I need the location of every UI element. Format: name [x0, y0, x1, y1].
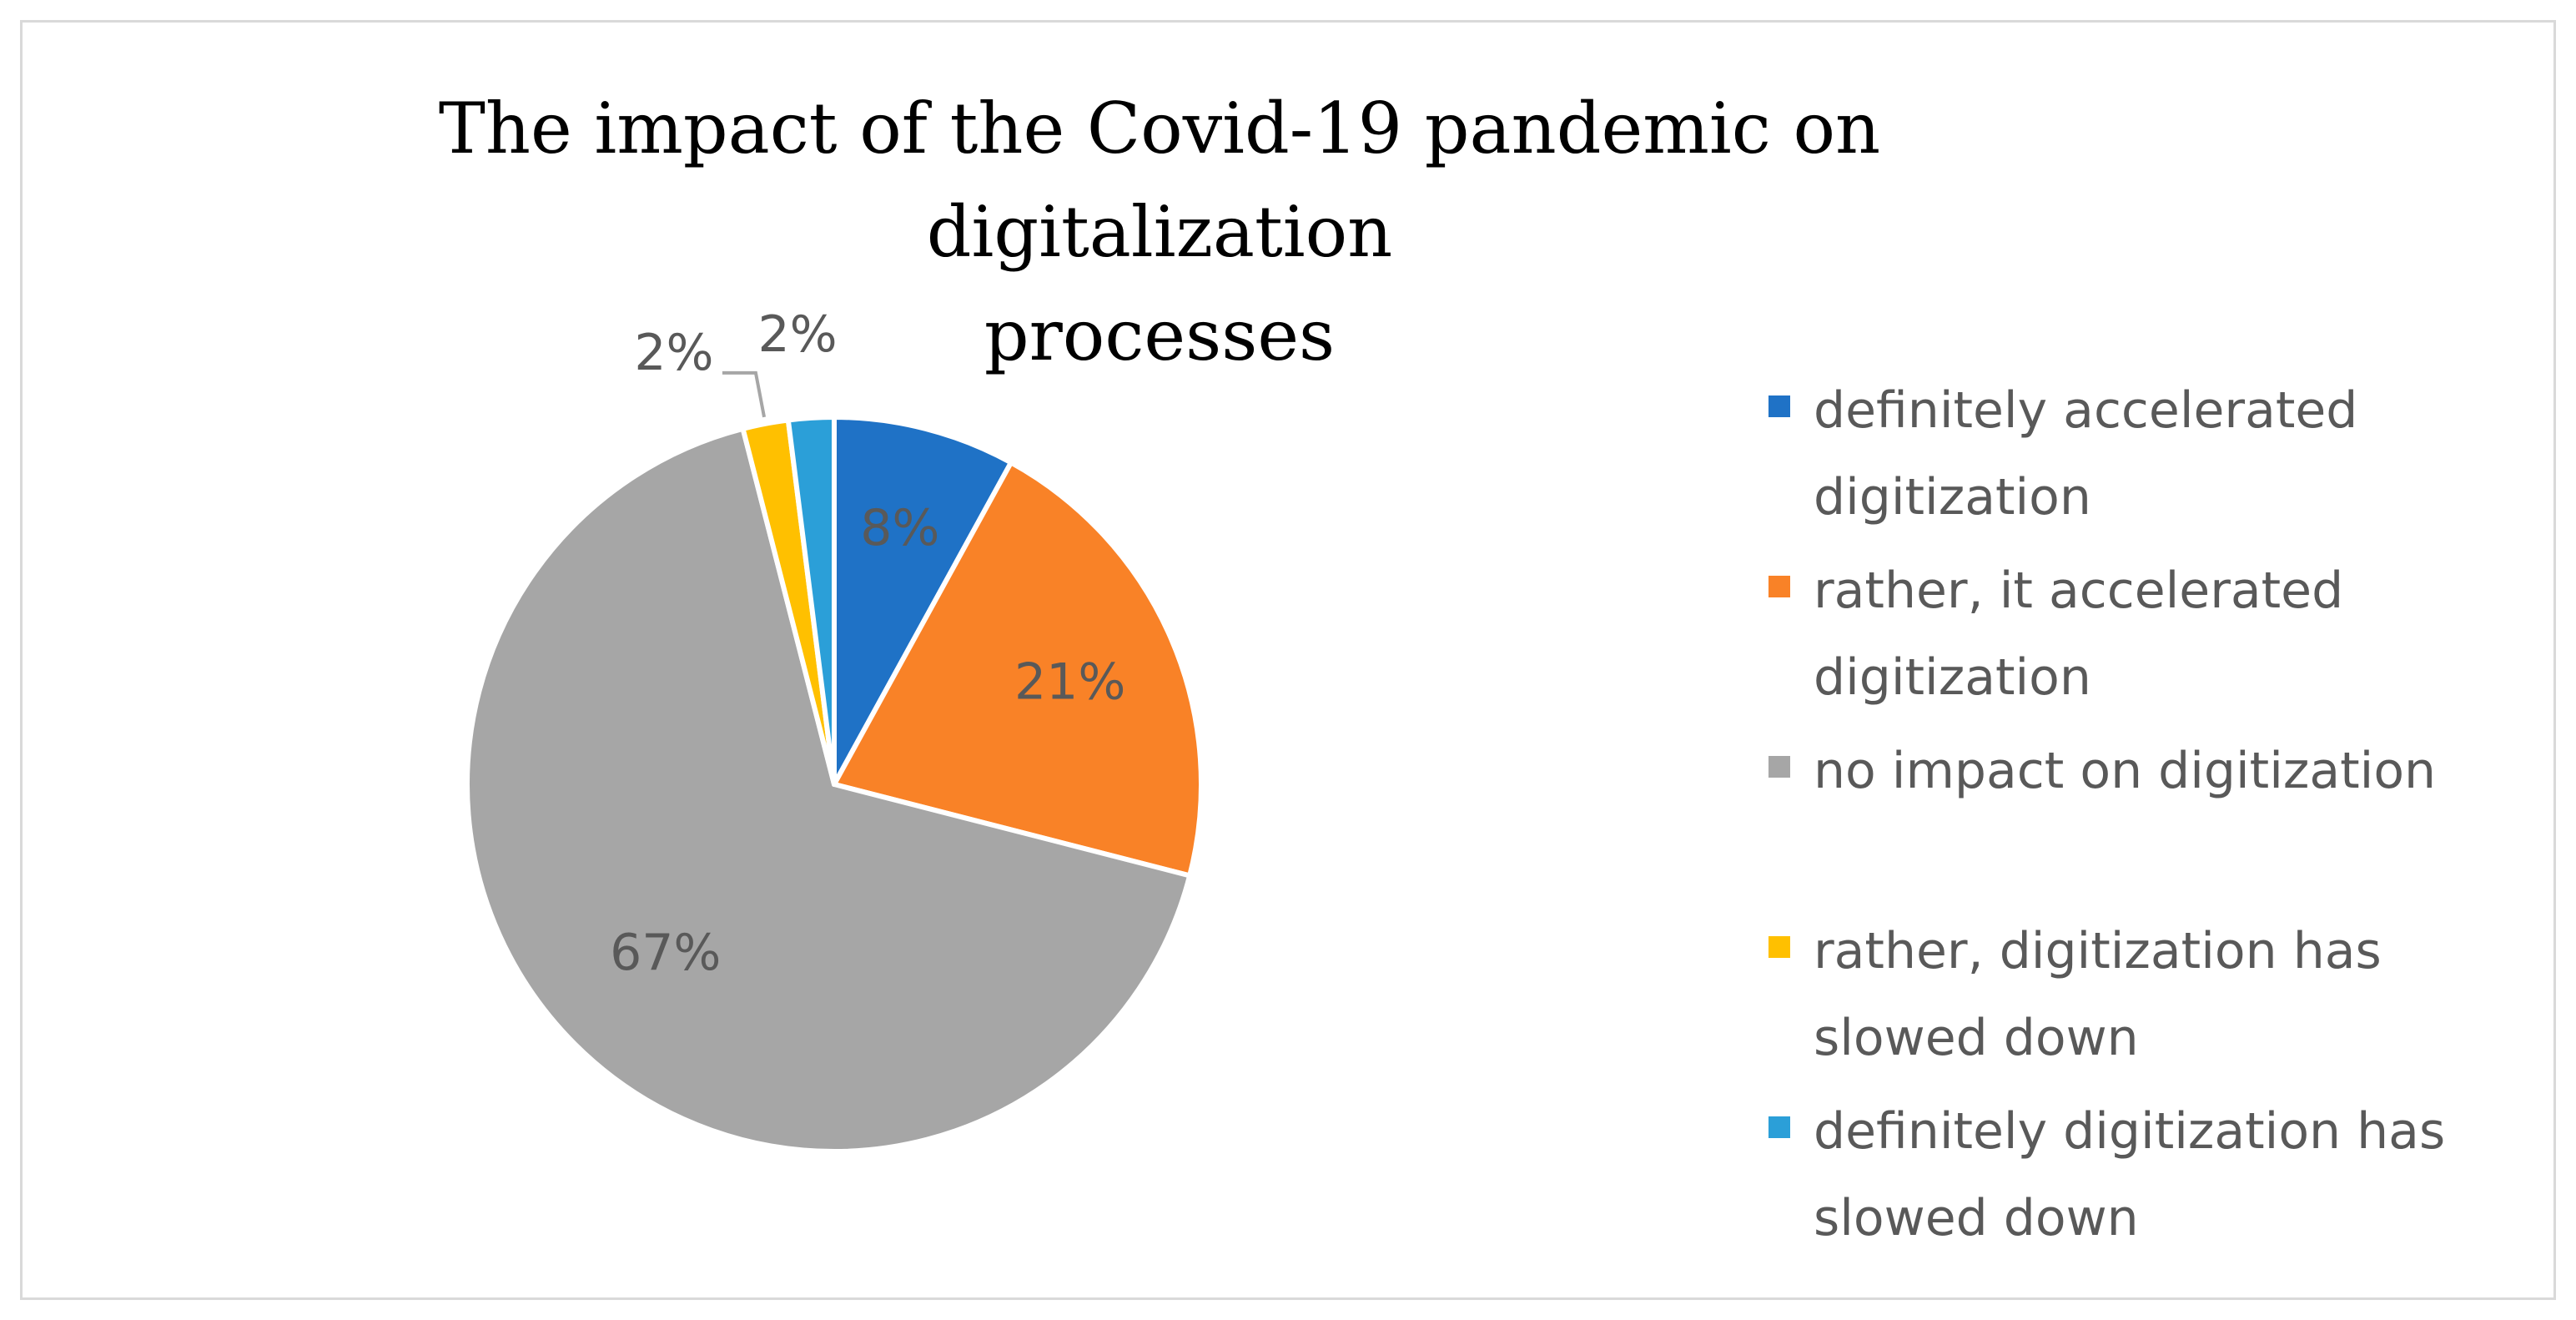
legend-label-line: digitization — [1814, 648, 2091, 707]
legend-swatch — [1768, 395, 1790, 417]
pie-slice-definitely-accelerated — [832, 415, 1014, 787]
legend-swatch — [1768, 936, 1790, 958]
chart-title-line-2: processes — [984, 295, 1336, 376]
chart-title: The impact of the Covid-19 pandemic on d… — [250, 77, 2069, 387]
data-label-definitely-accelerated: 8% — [860, 499, 939, 557]
legend-label-line: rather, digitization has — [1814, 922, 2382, 980]
legend-label-line: definitely digitization has — [1814, 1102, 2446, 1161]
legend-swatch — [1768, 756, 1790, 778]
pie-slice-definitely-slowed — [785, 415, 837, 787]
leader-line-rather-slowed — [722, 370, 767, 418]
legend-label-line: slowed down — [1814, 1189, 2139, 1247]
chart-area — [20, 20, 2556, 1300]
pie-slice-rather-accelerated — [832, 460, 1204, 879]
data-label-rather-slowed: 2% — [634, 324, 713, 382]
data-label-rather-accelerated: 21% — [1014, 653, 1125, 712]
legend-label: definitely accelerated digitization — [1814, 367, 2548, 541]
data-label-definitely-slowed: 2% — [757, 305, 837, 364]
legend-label-line: no impact on digitization — [1814, 742, 2437, 800]
chart-title-line-1: The impact of the Covid-19 pandemic on d… — [438, 88, 1881, 273]
legend-label: definitely digitization has slowed down — [1814, 1088, 2548, 1262]
legend-label: rather, it accelerated digitization — [1814, 547, 2548, 721]
legend-label-line: digitization — [1814, 468, 2091, 526]
legend-label-line: definitely accelerated — [1814, 381, 2358, 440]
legend-label-line: rather, it accelerated — [1814, 562, 2344, 620]
legend-label: no impact on digitization — [1814, 728, 2548, 814]
pie-slice-no-impact — [465, 426, 1193, 1154]
legend-swatch — [1768, 576, 1790, 597]
legend-swatch — [1768, 1116, 1790, 1138]
legend-label: rather, digitization has slowed down — [1814, 908, 2548, 1081]
data-label-no-impact: 67% — [610, 924, 721, 982]
legend-label-line: slowed down — [1814, 1009, 2139, 1067]
